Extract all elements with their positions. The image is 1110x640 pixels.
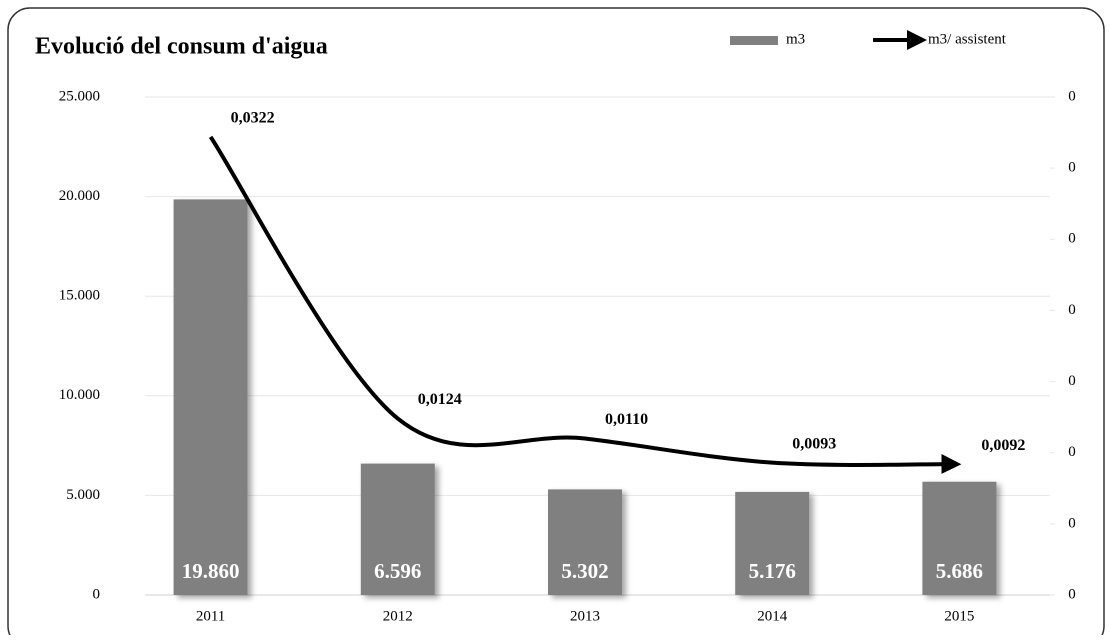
legend-swatch: [730, 36, 778, 45]
y-tick-label: 5.000: [66, 487, 100, 503]
bar: [735, 491, 810, 595]
chart-title: Evolució del consum d'aigua: [35, 34, 328, 60]
bar: [548, 489, 622, 595]
y-tick-label: 10.000: [59, 387, 100, 403]
bar-value-label: 6.596: [374, 559, 421, 583]
bar-value-label: 5.176: [749, 559, 796, 583]
y2-tick-label: 0: [1068, 515, 1076, 531]
x-tick-label: 2014: [757, 608, 788, 624]
y2-tick-label: 0: [1068, 231, 1076, 247]
y2-tick-label: 0: [1068, 586, 1076, 602]
line-value-label: 0,0110: [605, 411, 648, 428]
y-tick-label: 0: [93, 586, 101, 602]
line-value-label: 0,0322: [231, 110, 275, 127]
legend-label: m3: [786, 31, 805, 47]
bar-value-label: 19.860: [182, 559, 240, 583]
y2-tick-label: 0: [1068, 444, 1076, 460]
bar-value-label: 5.686: [936, 559, 983, 583]
x-tick-label: 2013: [570, 608, 600, 624]
x-tick-label: 2012: [383, 608, 413, 624]
bar: [360, 463, 435, 595]
chart-border: [7, 7, 1105, 640]
bar: [922, 481, 997, 595]
x-tick-label: 2011: [196, 608, 225, 624]
line-value-label: 0,0093: [792, 435, 836, 452]
legend-label: m3/ assistent: [928, 31, 1007, 47]
y-tick-label: 25.000: [59, 88, 100, 104]
line-value-label: 0,0124: [418, 391, 462, 408]
y2-tick-label: 0: [1068, 88, 1076, 104]
x-tick-label: 2015: [944, 608, 974, 624]
line-value-label: 0,0092: [981, 437, 1025, 454]
y2-tick-label: 0: [1068, 160, 1076, 176]
y2-tick-label: 0: [1068, 373, 1076, 389]
y-tick-label: 15.000: [59, 288, 100, 304]
bar-value-label: 5.302: [561, 559, 608, 583]
y2-tick-label: 0: [1068, 302, 1076, 318]
y-tick-label: 20.000: [59, 188, 100, 204]
bar: [173, 199, 248, 595]
line: [208, 135, 962, 475]
